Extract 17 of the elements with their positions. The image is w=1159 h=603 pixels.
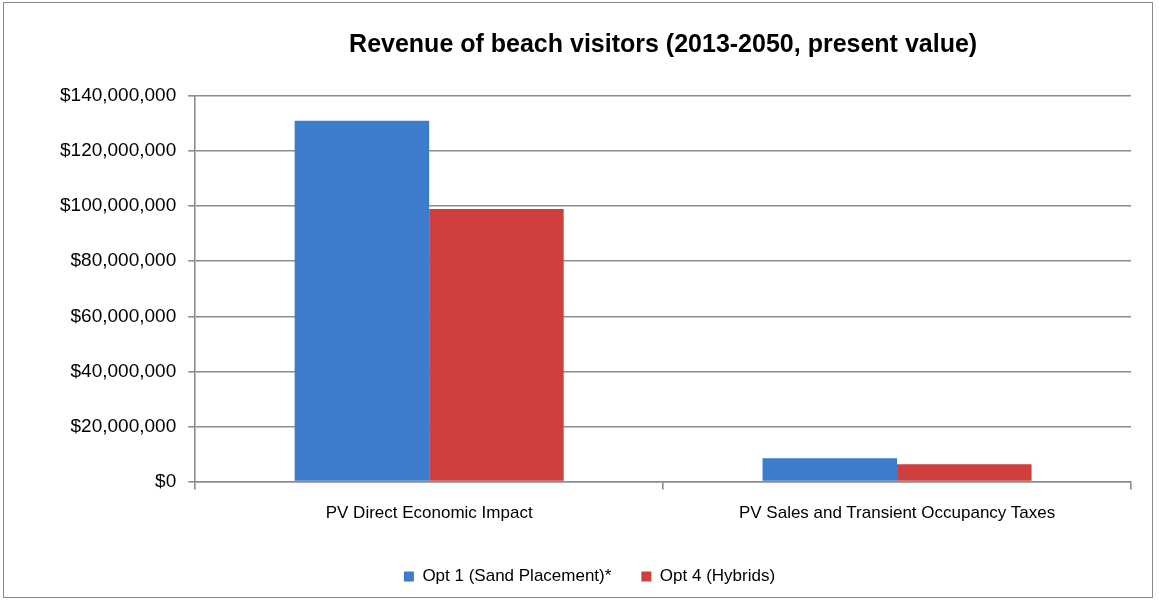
- y-tick-label: $80,000,000: [70, 249, 177, 271]
- bar: [762, 458, 898, 481]
- y-tick-label: $0: [155, 469, 177, 491]
- legend-label: Opt 1 (Sand Placement)*: [422, 566, 612, 586]
- y-tick-label: $40,000,000: [70, 359, 177, 381]
- x-tick-label: PV Direct Economic Impact: [325, 503, 533, 523]
- x-tick-label: PV Sales and Transient Occupancy Taxes: [738, 503, 1056, 523]
- bar: [429, 208, 564, 481]
- bar: [294, 120, 430, 481]
- y-tick-label: $120,000,000: [59, 139, 177, 161]
- chart-title: Revenue of beach visitors (2013-2050, present value): [349, 28, 978, 57]
- y-tick-label: $60,000,000: [70, 304, 177, 326]
- y-tick-label: $20,000,000: [70, 414, 177, 436]
- y-tick-label: $100,000,000: [59, 194, 177, 216]
- legend-label: Opt 4 (Hybrids): [659, 566, 776, 586]
- bar: [897, 464, 1032, 481]
- y-tick-label: $140,000,000: [59, 84, 177, 106]
